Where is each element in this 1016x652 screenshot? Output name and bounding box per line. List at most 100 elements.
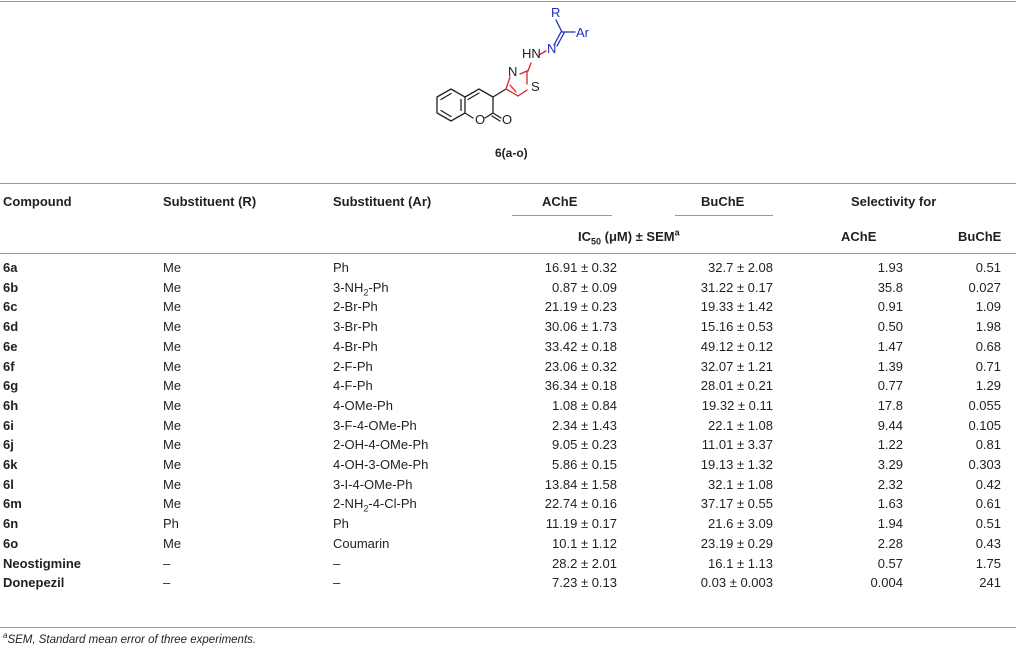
cell-selectivity-ache: 0.004 bbox=[870, 575, 903, 591]
cell-ache-ic50: 0.87 ± 0.09 bbox=[552, 279, 617, 295]
cell-substituent-r: Me bbox=[163, 358, 182, 374]
table-row: 6f Me 2-F-Ph 23.06 ± 0.32 32.07 ± 1.21 1.39 0.… bbox=[0, 357, 1016, 376]
cell-substituent-r: Me bbox=[163, 378, 182, 394]
cell-substituent-r: Me bbox=[163, 260, 182, 275]
cell-buche-ic50: 31.22 ± 0.17 bbox=[700, 279, 773, 295]
sulfur-atom-label: S bbox=[531, 79, 540, 94]
cell-selectivity-ache: 2.32 bbox=[877, 476, 903, 492]
table-row: 6g Me 4-F-Ph 36.34 ± 0.18 28.01 ± 0.21 0.77 1.… bbox=[0, 376, 1016, 395]
cell-substituent-ar: 4-OH-3-OMe-Ph bbox=[333, 457, 429, 472]
cell-compound: 6i bbox=[3, 417, 14, 433]
r-atom-label: R bbox=[551, 5, 560, 20]
cell-buche-ic50: 0.03 ± 0.003 bbox=[700, 575, 773, 591]
cell-selectivity-buche: 0.68 bbox=[975, 338, 1001, 354]
cell-substituent-r: Me bbox=[163, 535, 182, 551]
cell-ache-ic50: 7.23 ± 0.13 bbox=[552, 575, 617, 591]
cell-substituent-r: Me bbox=[163, 397, 182, 413]
substituent-bonds bbox=[555, 19, 576, 33]
cell-buche-ic50: 15.16 ± 0.53 bbox=[700, 319, 773, 335]
cell-compound: 6j bbox=[3, 437, 14, 453]
compound-series-label: 6(a-o) bbox=[495, 146, 528, 160]
table-row: 6l Me 3-I-4-OMe-Ph 13.84 ± 1.58 32.1 ± 1.08 2… bbox=[0, 475, 1016, 494]
cell-selectivity-ache: 35.8 bbox=[877, 279, 903, 295]
thiazole-ring bbox=[505, 70, 528, 97]
cell-substituent-r: Me bbox=[163, 299, 182, 315]
pyranone-double-bond bbox=[467, 92, 480, 101]
cell-ache-ic50: 11.19 ± 0.17 bbox=[545, 516, 617, 532]
cell-buche-ic50: 28.01 ± 0.21 bbox=[700, 378, 773, 394]
cell-selectivity-ache: 0.50 bbox=[877, 319, 903, 335]
cell-substituent-ar: Coumarin bbox=[333, 535, 390, 551]
cell-selectivity-buche: 0.42 bbox=[975, 476, 1001, 492]
table-row: 6c Me 2-Br-Ph 21.19 ± 0.23 19.33 ± 1.42 0.91 1… bbox=[0, 297, 1016, 316]
table-top-rule bbox=[0, 1, 1016, 2]
cell-compound: 6f bbox=[3, 358, 15, 374]
cell-ache-ic50: 9.05 ± 0.23 bbox=[552, 437, 617, 453]
nh-n-bond bbox=[538, 50, 547, 56]
hydrazone-n-label: N bbox=[547, 41, 556, 56]
cell-substituent-ar: 2-NH2-4-Cl-Ph bbox=[333, 496, 417, 514]
ring-oxygen-label: O bbox=[475, 112, 485, 127]
carbonyl-bond bbox=[491, 112, 502, 122]
cell-buche-ic50: 49.12 ± 0.12 bbox=[700, 338, 773, 354]
table-row: Donepezil – – 7.23 ± 0.13 0.03 ± 0.003 0.004 2… bbox=[0, 573, 1016, 592]
cell-substituent-r: Ph bbox=[163, 516, 179, 532]
table-row: 6b Me 3-NH2-Ph 0.87 ± 0.09 31.22 ± 0.17 35.8 0… bbox=[0, 278, 1016, 297]
header-selectivity-ache: AChE bbox=[841, 229, 877, 244]
cell-selectivity-ache: 1.39 bbox=[877, 358, 903, 374]
cell-compound: 6b bbox=[3, 279, 19, 295]
table-row: 6a Me Ph 16.91 ± 0.32 32.7 ± 2.08 1.93 0.51 bbox=[0, 258, 1016, 277]
header-selectivity: Selectivity for bbox=[851, 194, 937, 209]
cell-ache-ic50: 10.1 ± 1.12 bbox=[552, 535, 617, 551]
cell-selectivity-ache: 1.22 bbox=[877, 437, 903, 453]
cell-compound: 6m bbox=[3, 496, 22, 512]
coumarin-thiazole-link bbox=[492, 88, 507, 98]
cell-compound: 6d bbox=[3, 319, 19, 335]
cell-selectivity-ache: 1.63 bbox=[877, 496, 903, 512]
table-row: Neostigmine – – 28.2 ± 2.01 16.1 ± 1.13 0.57 1… bbox=[0, 554, 1016, 573]
thiazole-double-bond bbox=[509, 84, 517, 93]
cell-ache-ic50: 23.06 ± 0.32 bbox=[544, 358, 617, 374]
cell-substituent-ar: – bbox=[333, 575, 341, 591]
cell-ache-ic50: 22.74 ± 0.16 bbox=[544, 496, 617, 512]
ic50-label: IC50 (μM) ± SEMa bbox=[578, 227, 680, 247]
cell-selectivity-buche: 0.027 bbox=[968, 279, 1001, 295]
cell-substituent-r: – bbox=[163, 555, 171, 571]
cell-compound: Neostigmine bbox=[3, 555, 82, 571]
cell-substituent-r: Me bbox=[163, 496, 182, 512]
cell-compound: 6o bbox=[3, 535, 19, 551]
cell-compound: 6g bbox=[3, 378, 19, 394]
cell-selectivity-ache: 0.91 bbox=[877, 299, 903, 315]
carbonyl-oxygen-label: O bbox=[502, 112, 512, 127]
cell-substituent-r: Me bbox=[163, 279, 182, 295]
cell-compound: 6e bbox=[3, 338, 18, 354]
cell-substituent-ar: – bbox=[333, 555, 341, 571]
cell-selectivity-buche: 1.98 bbox=[975, 319, 1001, 335]
cell-selectivity-ache: 0.77 bbox=[877, 378, 903, 394]
cell-selectivity-buche: 0.055 bbox=[968, 397, 1001, 413]
cell-compound: 6c bbox=[3, 299, 18, 315]
cell-selectivity-buche: 1.29 bbox=[975, 378, 1001, 394]
cell-selectivity-ache: 1.47 bbox=[877, 338, 903, 354]
table-row: 6i Me 3-F-4-OMe-Ph 2.34 ± 1.43 22.1 ± 1.08 9.… bbox=[0, 416, 1016, 435]
cell-selectivity-buche: 0.71 bbox=[975, 358, 1001, 374]
cell-substituent-r: Me bbox=[163, 319, 182, 335]
table-row: 6j Me 2-OH-4-OMe-Ph 9.05 ± 0.23 11.01 ± 3.37… bbox=[0, 435, 1016, 454]
table-bottom-rule bbox=[0, 627, 1016, 628]
thiazole-n-label: N bbox=[508, 64, 517, 79]
cell-ache-ic50: 36.34 ± 0.18 bbox=[544, 378, 617, 394]
header-bottom-rule bbox=[0, 253, 1016, 254]
cell-ache-ic50: 28.2 ± 2.01 bbox=[552, 555, 617, 571]
cell-buche-ic50: 32.7 ± 2.08 bbox=[708, 260, 773, 275]
cell-selectivity-ache: 0.57 bbox=[877, 555, 903, 571]
header-substituent-r: Substituent (R) bbox=[163, 194, 257, 209]
cell-substituent-r: Me bbox=[163, 476, 182, 492]
header-buche: BuChE bbox=[701, 194, 745, 209]
cell-substituent-ar: 2-F-Ph bbox=[333, 358, 373, 374]
cell-ache-ic50: 33.42 ± 0.18 bbox=[544, 338, 617, 354]
cell-selectivity-ache: 9.44 bbox=[877, 417, 903, 433]
benzene-double-bonds bbox=[440, 92, 462, 118]
cell-ache-ic50: 21.19 ± 0.23 bbox=[544, 299, 617, 315]
cell-ache-ic50: 16.91 ± 0.32 bbox=[544, 260, 617, 275]
cell-buche-ic50: 32.07 ± 1.21 bbox=[700, 358, 773, 374]
